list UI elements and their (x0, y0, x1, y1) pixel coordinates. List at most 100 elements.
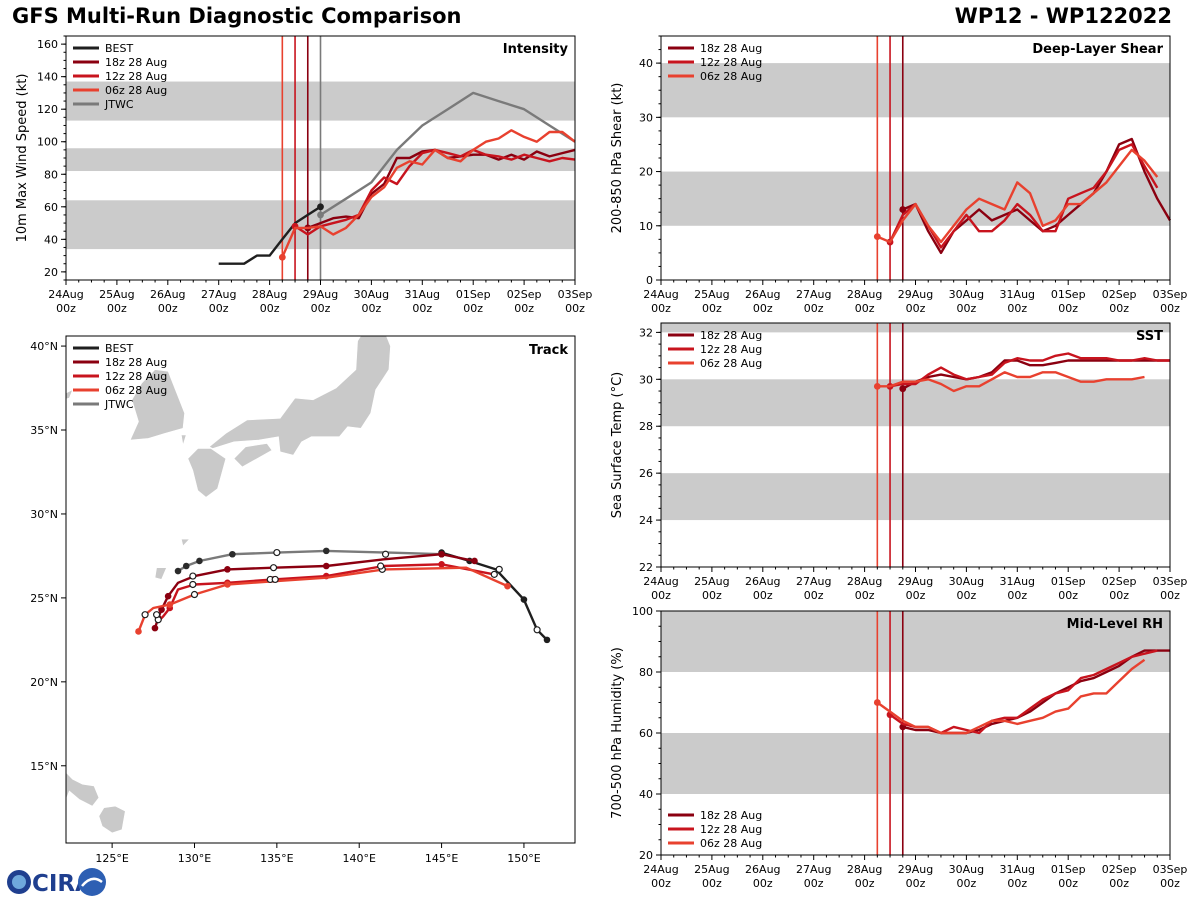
x-tick-label-hour: 00z (1160, 877, 1180, 890)
x-tick-label-date: 30Aug (949, 575, 984, 588)
y-tick-label: 100 (37, 136, 58, 149)
track-point-open (495, 565, 503, 573)
x-tick-label-date: 26Aug (745, 575, 780, 588)
x-tick-label-hour: 00z (362, 302, 382, 315)
x-tick-label-hour: 00z (311, 302, 331, 315)
track-point-open (269, 564, 278, 572)
panel-title: Mid-Level RH (1067, 617, 1163, 632)
legend-label: 18z 28 Aug (700, 809, 762, 822)
land-layer (66, 336, 414, 834)
panel-track: 125°E 130°E 135°E 140°E 145°E 150°E 15°N 20°N 25… (30, 335, 576, 865)
x-tick-label-date: 02Sep (507, 288, 542, 301)
track-point-open (381, 550, 390, 558)
figure-title: GFS Multi-Run Diagnostic Comparison (12, 4, 462, 28)
y-tick-label: 80 (639, 666, 653, 679)
shaded-band (661, 171, 1170, 226)
x-tick-label-date: 29Aug (898, 575, 933, 588)
land-china-coast (66, 336, 74, 590)
track-point (543, 636, 551, 644)
track-point-open (141, 611, 149, 619)
x-tick-label-date: 28Aug (847, 863, 882, 876)
x-tick-label-hour: 00z (957, 877, 977, 890)
track-point (135, 628, 142, 635)
panel-title: Track (529, 343, 568, 358)
x-tick-label-hour: 00z (651, 302, 671, 315)
x-tick-label-date: 24Aug (48, 288, 83, 301)
track-point (174, 567, 182, 575)
x-tick-label-date: 24Aug (643, 575, 678, 588)
x-tick-label-hour: 00z (412, 302, 432, 315)
y-tick-label: 40 (639, 788, 653, 801)
track-point (196, 557, 203, 565)
legend-label: 06z 28 Aug (105, 384, 167, 397)
track-point-open (377, 562, 385, 570)
y-tick-label: 10 (639, 220, 653, 233)
x-tick-label-hour: 00z (107, 302, 127, 315)
track-point (224, 566, 231, 573)
x-tick-label-date: 25Aug (694, 863, 729, 876)
x-tick-label-date: 28Aug (252, 288, 287, 301)
x-tick-label-date: 02Sep (1102, 863, 1137, 876)
logo-satellite-icon (78, 868, 106, 896)
land-amami (180, 538, 191, 547)
x-tick-label-date: 28Aug (847, 288, 882, 301)
x-tick-label-hour: 00z (804, 302, 824, 315)
shaded-band (661, 379, 1170, 427)
legend-label: 12z 28 Aug (105, 370, 167, 383)
y-tick-label: 22 (639, 561, 653, 574)
axes-frame (65, 335, 576, 844)
legend-label: 12z 28 Aug (105, 70, 167, 83)
land-tsushima (180, 434, 187, 446)
x-tick-label: 150°E (507, 852, 540, 865)
legend-label: 06z 28 Aug (700, 70, 762, 83)
y-tick-label: 25°N (30, 592, 58, 605)
y-tick-label: 20 (639, 166, 653, 179)
x-tick-label-date: 03Sep (1153, 863, 1188, 876)
x-tick-label-hour: 00z (702, 877, 722, 890)
legend-label: 06z 28 Aug (700, 837, 762, 850)
x-tick-label-hour: 00z (651, 877, 671, 890)
x-tick-label-hour: 00z (855, 302, 875, 315)
y-tick-label: 60 (44, 201, 58, 214)
y-tick-label: 160 (37, 38, 58, 51)
series-line-run12 (888, 143, 1159, 249)
land-japan-kyushu (187, 448, 227, 498)
series-line-run06 (281, 129, 576, 258)
x-tick-label-hour: 00z (957, 302, 977, 315)
y-tick-label: 20 (44, 266, 58, 279)
track-point-open (189, 580, 197, 589)
legend-label: JTWC (104, 398, 134, 411)
x-tick-label-date: 02Sep (1102, 575, 1137, 588)
y-tick-label: 0 (646, 274, 653, 287)
x-tick-label: 125°E (95, 852, 128, 865)
track-point (438, 550, 445, 558)
track-point-open (189, 572, 197, 580)
y-tick-label: 30°N (30, 508, 58, 521)
track-point (438, 561, 445, 568)
legend-label: 12z 28 Aug (700, 56, 762, 69)
storm-id-title: WP12 - WP122022 (954, 4, 1172, 28)
land-luzon (66, 772, 100, 807)
x-tick-label-date: 27Aug (796, 575, 831, 588)
track-point (322, 562, 330, 570)
y-tick-label: 40 (44, 233, 58, 246)
land-japan-shikoku (233, 443, 273, 468)
panel-sst: 22242628303224Aug00z25Aug00z26Aug00z27Au… (610, 322, 1187, 602)
y-tick-label: 40°N (30, 340, 58, 353)
x-tick-label-date: 30Aug (949, 288, 984, 301)
track-point-open (273, 548, 281, 557)
x-tick-label-date: 02Sep (1102, 288, 1137, 301)
x-tick-label-hour: 00z (1058, 589, 1078, 602)
x-tick-label-date: 24Aug (643, 288, 678, 301)
x-tick-label-hour: 00z (463, 302, 483, 315)
x-tick-label-hour: 00z (1109, 302, 1129, 315)
x-tick-label-hour: 00z (1109, 877, 1129, 890)
x-tick-label-date: 29Aug (303, 288, 338, 301)
x-tick-label-date: 25Aug (99, 288, 134, 301)
cira-logo-graphic: CIRA (7, 868, 106, 897)
x-tick-label-date: 31Aug (1000, 575, 1035, 588)
logo-swirl-icon (81, 877, 103, 887)
series-start-marker (278, 253, 286, 261)
x-tick-label-hour: 00z (753, 589, 773, 602)
y-axis-label: 700-500 hPa Humidity (%) (610, 647, 625, 819)
